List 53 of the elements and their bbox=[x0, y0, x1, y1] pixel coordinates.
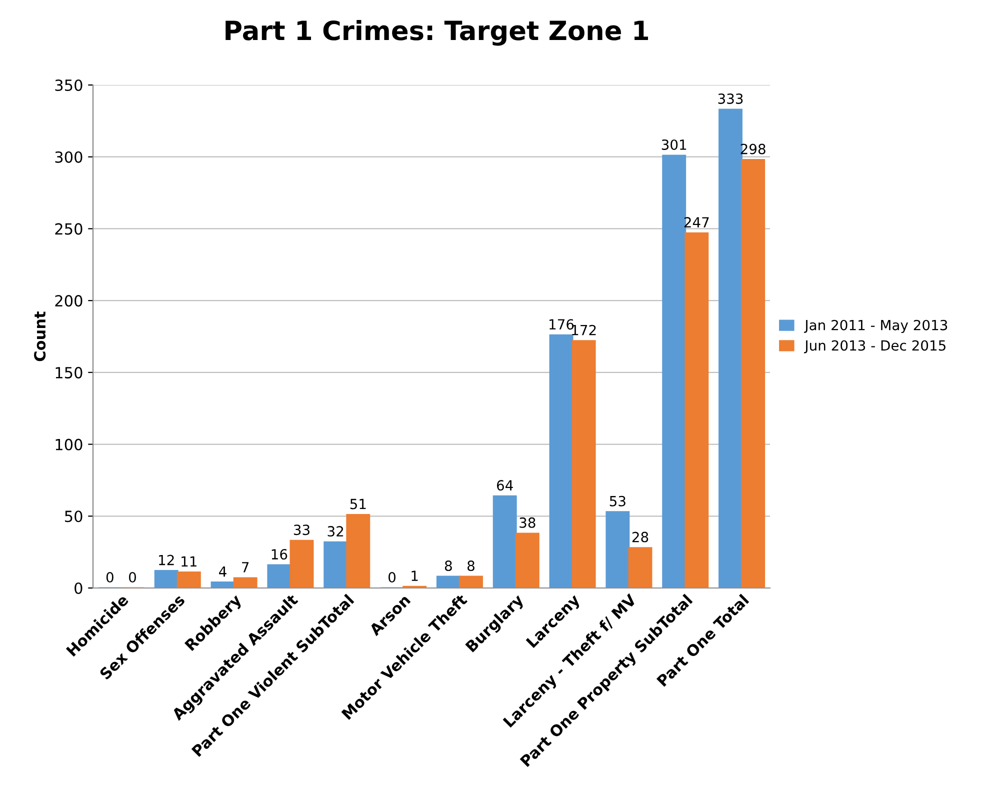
data-label: 0 bbox=[128, 572, 136, 583]
bar bbox=[628, 547, 652, 588]
data-label: 28 bbox=[632, 532, 648, 542]
data-label: 53 bbox=[610, 496, 626, 506]
y-tick-label: 50 bbox=[65, 510, 82, 522]
bar bbox=[741, 159, 766, 588]
data-label: 11 bbox=[182, 556, 196, 567]
data-label: 32 bbox=[328, 526, 344, 537]
data-label: 0 bbox=[106, 572, 114, 583]
bar bbox=[176, 571, 201, 588]
bar bbox=[210, 582, 235, 588]
data-label: 12 bbox=[159, 554, 174, 566]
legend-label: Jan 2011 - May 2013 bbox=[804, 320, 948, 334]
data-label: 51 bbox=[350, 498, 366, 510]
bar bbox=[606, 511, 630, 588]
data-label: 7 bbox=[242, 562, 249, 572]
y-tick-label: 0 bbox=[74, 582, 82, 594]
bar bbox=[290, 540, 314, 588]
y-tick-label: 200 bbox=[55, 295, 82, 307]
bar bbox=[436, 576, 460, 588]
bar bbox=[492, 495, 517, 588]
data-label: 16 bbox=[272, 549, 288, 560]
bar bbox=[515, 532, 540, 588]
data-label: 0 bbox=[388, 572, 396, 583]
data-label: 33 bbox=[294, 524, 310, 536]
data-label: 38 bbox=[520, 517, 536, 528]
bar bbox=[684, 232, 709, 588]
bar bbox=[324, 541, 348, 588]
y-tick-label: 150 bbox=[56, 366, 82, 378]
bar bbox=[346, 514, 370, 588]
data-label: 8 bbox=[468, 560, 474, 572]
legend-label: Jun 2013 - Dec 2015 bbox=[804, 340, 946, 354]
bar bbox=[233, 577, 258, 588]
data-label: 301 bbox=[662, 139, 686, 150]
y-tick-label: 300 bbox=[55, 151, 82, 163]
data-label: 172 bbox=[572, 324, 596, 336]
data-label: 64 bbox=[496, 480, 513, 491]
data-label: 8 bbox=[444, 560, 452, 572]
data-label: 176 bbox=[550, 319, 574, 330]
data-label: 333 bbox=[718, 93, 743, 104]
bar bbox=[267, 564, 292, 588]
bar bbox=[154, 570, 178, 588]
y-tick-label: 250 bbox=[55, 223, 82, 235]
bar bbox=[549, 334, 574, 588]
y-axis-title: Count bbox=[34, 311, 46, 362]
chart-title: Part 1 Crimes: Target Zone 1 bbox=[226, 20, 648, 46]
data-label: 4 bbox=[219, 566, 226, 577]
bar bbox=[459, 576, 483, 588]
data-label: 1 bbox=[412, 570, 418, 581]
bar bbox=[572, 340, 596, 588]
y-tick-label: 350 bbox=[55, 79, 82, 92]
bar bbox=[718, 108, 742, 588]
y-tick-label: 100 bbox=[56, 438, 82, 450]
